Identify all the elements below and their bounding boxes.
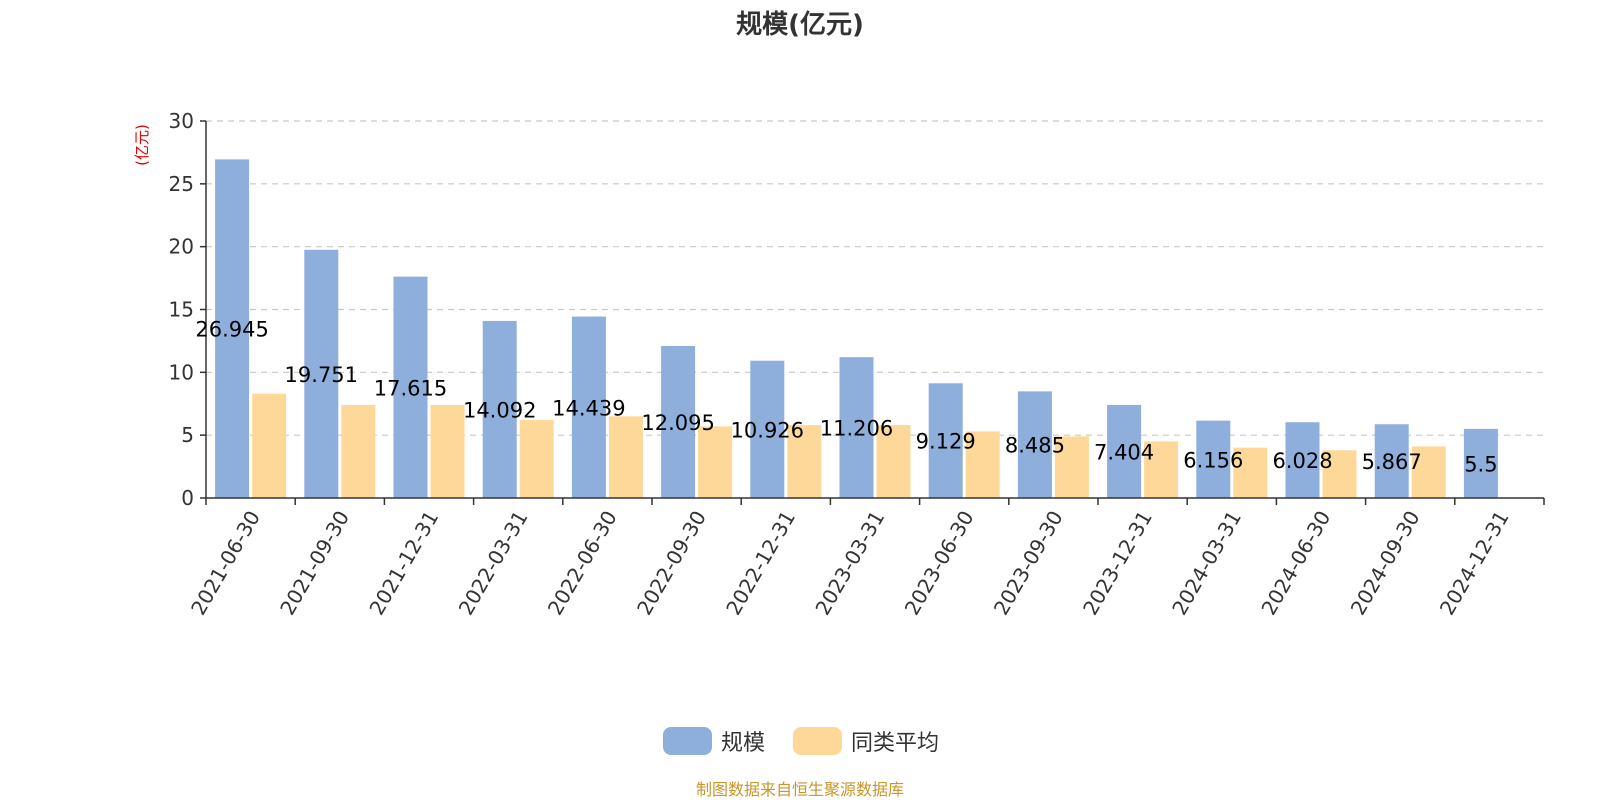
data-label: 9.129 bbox=[916, 430, 976, 454]
legend-swatch[interactable] bbox=[793, 727, 842, 755]
legend-label[interactable]: 同类平均 bbox=[851, 731, 939, 756]
data-label: 19.751 bbox=[285, 363, 358, 387]
bar-peer-average bbox=[341, 405, 376, 498]
bars bbox=[215, 159, 1498, 498]
data-label: 12.095 bbox=[641, 411, 714, 435]
y-tick-label: 10 bbox=[169, 360, 194, 384]
bar-peer-average bbox=[519, 420, 554, 498]
y-tick-label: 25 bbox=[169, 172, 194, 196]
bar-peer-average bbox=[1322, 450, 1357, 498]
x-tick-label: 2022-09-30 bbox=[632, 507, 711, 620]
data-labels: 26.945 19.751 17.615 14.092 14.439 12.095 10.9… bbox=[195, 318, 1497, 477]
legend-label[interactable]: 规模 bbox=[721, 731, 765, 756]
data-label: 14.439 bbox=[552, 396, 625, 420]
data-label: 5.867 bbox=[1362, 450, 1422, 474]
gridlines bbox=[206, 120, 1544, 436]
bar-scale bbox=[393, 276, 428, 498]
bar-peer-average bbox=[965, 431, 1000, 498]
bar-scale bbox=[304, 249, 339, 498]
data-label: 8.485 bbox=[1005, 434, 1065, 458]
data-label: 17.615 bbox=[374, 376, 447, 400]
x-tick-label: 2023-06-30 bbox=[900, 507, 979, 620]
x-tick-label: 2023-12-31 bbox=[1078, 507, 1157, 620]
bar-peer-average bbox=[608, 416, 643, 498]
bar-scale bbox=[215, 159, 250, 498]
x-tick-label: 2023-09-30 bbox=[989, 507, 1068, 620]
data-label: 5.5 bbox=[1464, 452, 1497, 476]
bar-peer-average bbox=[1144, 441, 1179, 498]
bar-peer-average bbox=[876, 425, 911, 498]
y-tick-label: 15 bbox=[169, 298, 194, 322]
legend: 规模 同类平均 bbox=[663, 727, 939, 756]
x-tick-label: 2021-12-31 bbox=[364, 507, 443, 620]
bar-scale bbox=[1017, 391, 1052, 498]
bar-scale bbox=[571, 316, 606, 498]
data-label: 6.156 bbox=[1183, 448, 1243, 472]
data-label: 6.028 bbox=[1272, 449, 1332, 473]
y-tick-label: 5 bbox=[181, 423, 194, 447]
bar-scale bbox=[1463, 428, 1498, 498]
data-label: 26.945 bbox=[195, 318, 268, 342]
bar-scale bbox=[750, 360, 785, 498]
bar-scale bbox=[482, 320, 517, 498]
legend-swatch[interactable] bbox=[663, 727, 712, 755]
bar-peer-average bbox=[430, 405, 465, 498]
x-tick-label: 2024-03-31 bbox=[1167, 507, 1246, 620]
x-tick-label: 2022-12-31 bbox=[721, 507, 800, 620]
source-note: 制图数据来自恒生聚源数据库 bbox=[696, 780, 904, 799]
bar-scale bbox=[1107, 404, 1142, 498]
y-tick-label: 0 bbox=[181, 486, 194, 510]
x-tick-label: 2021-06-30 bbox=[186, 507, 265, 620]
data-label: 14.092 bbox=[463, 398, 536, 422]
bar-peer-average bbox=[1054, 436, 1089, 498]
bar-peer-average bbox=[252, 393, 287, 498]
y-tick-label: 30 bbox=[169, 109, 194, 133]
bar-scale bbox=[1374, 424, 1409, 498]
bar-peer-average bbox=[787, 425, 822, 498]
x-tick-label: 2024-09-30 bbox=[1346, 507, 1425, 620]
bar-scale bbox=[1285, 422, 1320, 498]
x-tick-label: 2021-09-30 bbox=[275, 507, 354, 620]
bar-scale bbox=[1196, 420, 1231, 498]
bar-scale bbox=[839, 357, 874, 498]
bar-scale bbox=[928, 383, 963, 498]
x-tick-label: 2024-06-30 bbox=[1256, 507, 1335, 620]
y-tick-label: 20 bbox=[169, 235, 194, 259]
data-label: 11.206 bbox=[820, 417, 893, 441]
bar-scale bbox=[661, 346, 696, 498]
x-tick-label: 2023-03-31 bbox=[810, 507, 889, 620]
x-tick-label: 2024-12-31 bbox=[1435, 507, 1514, 620]
bar-peer-average bbox=[1411, 446, 1446, 498]
data-label: 10.926 bbox=[731, 418, 804, 442]
y-axis-unit-label: (亿元) bbox=[133, 124, 151, 166]
x-tick-label: 2022-06-30 bbox=[543, 507, 622, 620]
bar-peer-average bbox=[1233, 447, 1268, 498]
data-label: 7.404 bbox=[1094, 440, 1154, 464]
x-tick-label: 2022-03-31 bbox=[454, 507, 533, 620]
bar-peer-average bbox=[698, 426, 733, 498]
chart-title: 规模(亿元) bbox=[736, 10, 864, 40]
